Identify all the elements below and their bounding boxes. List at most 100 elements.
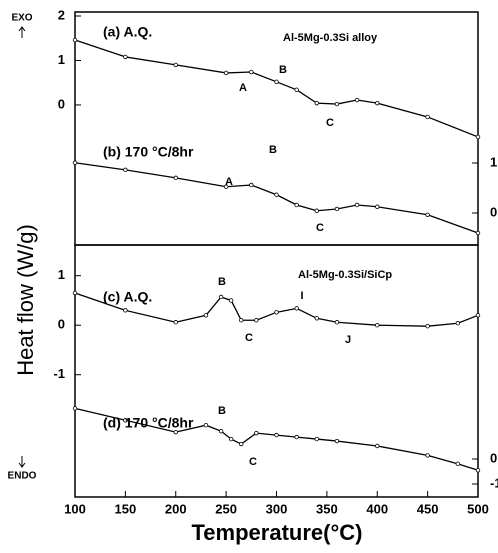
endo-label: ENDO <box>8 471 37 482</box>
x-tick-label: 350 <box>316 501 338 516</box>
annotation: A <box>225 176 233 188</box>
y-axis-label: Heat flow (W/g) <box>13 224 38 376</box>
x-tick-label: 100 <box>64 501 86 516</box>
curve-marker <box>475 230 481 236</box>
curve <box>74 39 479 138</box>
curve <box>74 162 479 234</box>
curve-marker <box>294 434 299 440</box>
y-tick-label: 1 <box>58 52 65 67</box>
y-tick-label: 1 <box>58 267 65 282</box>
curve-marker <box>239 318 244 323</box>
x-tick-label: 500 <box>467 501 489 516</box>
plot-frame <box>74 11 479 246</box>
curve-marker <box>223 70 229 76</box>
y-tick-label: -1 <box>53 366 65 381</box>
y-tick-label: 2 <box>58 7 65 22</box>
curve-marker <box>72 406 78 411</box>
curve-marker <box>254 430 259 436</box>
curve-marker <box>314 208 319 213</box>
annotation: J <box>345 334 351 346</box>
curve-marker <box>254 318 259 323</box>
annotation: C <box>316 222 324 234</box>
curve-marker <box>228 436 234 442</box>
plot-frame <box>74 244 479 498</box>
curve-marker <box>425 453 430 458</box>
curve-marker <box>314 100 319 106</box>
curve-marker <box>334 101 340 107</box>
curve-marker <box>249 182 254 188</box>
annotation: C <box>245 332 253 344</box>
curve-marker <box>274 432 279 438</box>
y2-tick-label: -1 <box>490 475 498 490</box>
x-tick-label: 200 <box>165 501 187 516</box>
curve-marker <box>228 298 234 303</box>
curve <box>74 292 479 327</box>
annotation: B <box>218 405 226 417</box>
exo-arrow-head <box>18 26 26 32</box>
curve-marker <box>249 69 254 75</box>
y2-tick-label: 1 <box>490 154 497 169</box>
curve-marker <box>173 62 178 68</box>
curve-marker <box>173 175 178 181</box>
curve-marker <box>274 79 279 85</box>
exo-label: EXO <box>11 13 32 24</box>
curve-marker <box>123 308 128 313</box>
annotation: C <box>249 456 257 468</box>
curve-marker <box>239 441 244 447</box>
curve-marker <box>223 184 229 189</box>
y-tick-label: 0 <box>58 96 65 111</box>
y2-tick-label: 0 <box>490 204 497 219</box>
curve-marker <box>455 461 461 467</box>
curve-marker <box>354 97 360 103</box>
curve-marker <box>375 204 380 209</box>
curve-marker <box>72 37 78 43</box>
curve-marker <box>123 54 128 60</box>
curve-marker <box>334 438 340 444</box>
x-tick-label: 300 <box>266 501 288 516</box>
x-tick-label: 400 <box>366 501 388 516</box>
curve-marker <box>425 323 430 329</box>
curve-marker <box>274 192 279 197</box>
curve-marker <box>425 212 430 217</box>
curve-marker <box>475 313 481 318</box>
curve-marker <box>354 202 360 208</box>
series-label: (a) A.Q. <box>103 24 152 40</box>
curve-marker <box>294 306 299 311</box>
curve-marker <box>123 167 128 173</box>
x-tick-label: 450 <box>417 501 439 516</box>
curve-marker <box>425 114 430 120</box>
curve-marker <box>72 290 78 296</box>
series-label: (b) 170 °C/8hr <box>103 144 194 160</box>
curve-marker <box>314 316 319 321</box>
annotation: C <box>326 117 334 129</box>
curve <box>74 407 479 471</box>
panel-title: Al-5Mg-0.3Si alloy <box>283 32 378 44</box>
annotation: B <box>279 64 287 76</box>
curve-marker <box>375 323 380 328</box>
curve-marker <box>72 160 78 165</box>
x-axis-label: Temperature(°C) <box>192 520 363 545</box>
curve-marker <box>294 202 299 208</box>
curve-marker <box>475 468 481 473</box>
x-tick-label: 150 <box>115 501 137 516</box>
curve-marker <box>334 320 340 325</box>
y2-tick-label: 0 <box>490 450 497 465</box>
curve-marker <box>203 423 209 428</box>
curve-marker <box>294 87 299 93</box>
curve-marker <box>218 294 224 300</box>
y-tick-label: 0 <box>58 317 65 332</box>
curve-marker <box>375 443 380 449</box>
endo-arrow-head <box>18 462 26 468</box>
curve-marker <box>475 134 481 140</box>
annotation: A <box>239 82 247 94</box>
panel-title: Al-5Mg-0.3Si/SiCp <box>298 269 392 281</box>
series-label: (c) A.Q. <box>103 289 152 305</box>
x-tick-label: 250 <box>215 501 237 516</box>
curve-marker <box>334 206 340 212</box>
curve-marker <box>375 100 380 106</box>
curve-marker <box>455 321 461 326</box>
curve-marker <box>314 436 319 442</box>
curve-marker <box>203 313 209 318</box>
curve-marker <box>123 418 128 423</box>
